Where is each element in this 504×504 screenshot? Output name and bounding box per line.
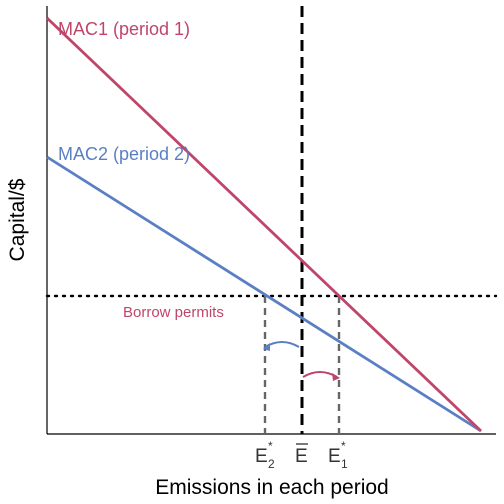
tick-e1-sup: *: [341, 439, 346, 453]
mac2-line: [46, 155, 482, 433]
tick-e2-sup: *: [268, 439, 273, 453]
tick-ebar-base: E: [295, 446, 308, 467]
tick-e2-sub: 2: [268, 457, 275, 471]
tick-e1: E * 1: [328, 439, 348, 471]
x-axis-title: Emissions in each period: [155, 476, 388, 499]
borrow-permits-label: Borrow permits: [123, 304, 224, 321]
tick-e2-base: E: [255, 446, 268, 467]
borrow-arrow-period2: [264, 341, 300, 348]
y-axis-title: Capital/$: [6, 178, 29, 261]
tick-e2: E * 2: [255, 439, 275, 471]
tick-ebar: E: [295, 443, 308, 467]
borrow-arrowhead-period1: [332, 373, 340, 381]
tick-e1-sub: 1: [341, 457, 348, 471]
borrow-arrowhead-period2: [263, 343, 270, 351]
mac1-label: MAC1 (period 1): [58, 19, 190, 39]
mac2-label: MAC2 (period 2): [58, 144, 190, 164]
tick-e1-base: E: [328, 446, 341, 467]
borrow-arrow-period1: [302, 371, 338, 378]
mac1-line: [46, 16, 482, 433]
